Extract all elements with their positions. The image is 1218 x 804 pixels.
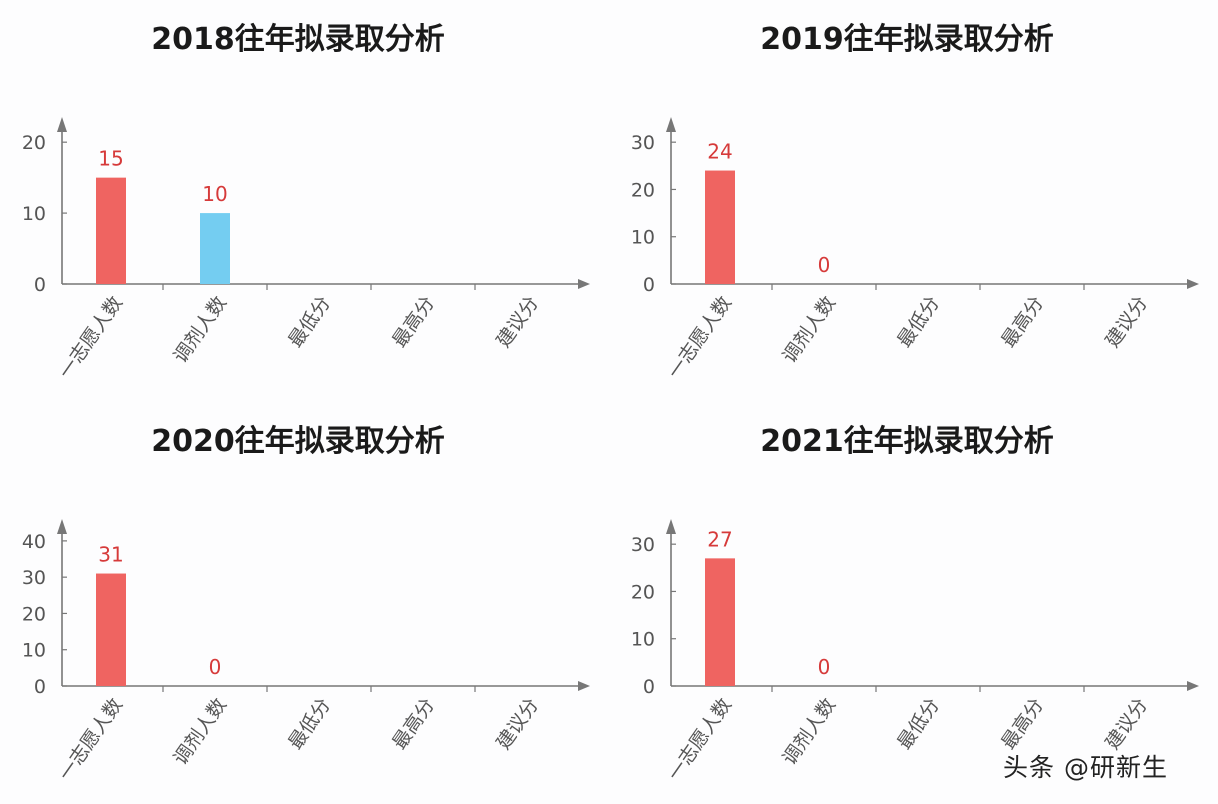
- x-category-label: 调剂人数: [169, 694, 231, 769]
- x-category-label: 最高分: [388, 292, 439, 351]
- x-category-label: 最低分: [284, 292, 335, 351]
- x-category-label: 最高分: [388, 694, 439, 753]
- y-tick-label: 10: [631, 629, 655, 651]
- chart-panel-2021: 2021往年拟录取分析 0 10 20 30 一志愿人数 27 调剂人数 0 最低分 最高分 建议分: [609, 402, 1218, 804]
- y-tick-label: 0: [643, 676, 655, 698]
- y-tick-label: 0: [34, 676, 46, 698]
- y-tick-label: 20: [631, 581, 655, 603]
- y-tick-label: 10: [22, 640, 46, 662]
- x-axis-arrow: [578, 279, 590, 289]
- y-axis-arrow: [666, 117, 676, 132]
- bar: [705, 558, 735, 686]
- y-axis-arrow: [57, 519, 67, 534]
- x-category-label: 最高分: [997, 694, 1048, 753]
- x-category-label: 建议分: [492, 694, 543, 753]
- x-category-label: 调剂人数: [778, 292, 840, 367]
- chart-title: 2021往年拟录取分析: [760, 424, 1054, 459]
- bar: [96, 573, 126, 686]
- y-tick-label: 30: [22, 567, 46, 589]
- data-label: 15: [98, 147, 123, 171]
- x-axis-arrow: [578, 681, 590, 691]
- x-category-label: 最低分: [893, 292, 944, 351]
- chart-title: 2019往年拟录取分析: [760, 22, 1054, 57]
- bar: [705, 170, 735, 284]
- chart-2018: 2018往年拟录取分析 0 10 20 一志愿人数 15 调剂人数 10 最低分 最高分 建议分: [22, 22, 590, 383]
- x-axis-arrow: [1187, 681, 1199, 691]
- x-category-label: 最高分: [997, 292, 1048, 351]
- x-category-label: 一志愿人数: [664, 292, 737, 382]
- y-tick-label: 0: [34, 274, 46, 296]
- watermark-text: 头条 @研新生: [1003, 753, 1168, 782]
- x-category-label: 一志愿人数: [55, 694, 128, 784]
- data-label: 24: [707, 140, 732, 164]
- chart-title: 2020往年拟录取分析: [151, 424, 445, 459]
- chart-2019: 2019往年拟录取分析 0 10 20 30 一志愿人数 24 调剂人数 0 最低分 最高分 建议分: [631, 22, 1199, 383]
- chart-panel-2018: 2018往年拟录取分析 0 10 20 一志愿人数 15 调剂人数 10 最低分 最高分 建议分: [0, 0, 609, 402]
- y-tick-label: 20: [22, 603, 46, 625]
- x-category-label: 调剂人数: [778, 694, 840, 769]
- data-label: 31: [98, 543, 123, 567]
- chart-panel-2020: 2020往年拟录取分析 0 10 20 30 40 一志愿人数 31 调剂人数 0 最低分 最高分 建议…: [0, 402, 609, 804]
- y-tick-label: 0: [643, 274, 655, 296]
- data-label: 0: [209, 655, 222, 679]
- y-tick-label: 10: [631, 227, 655, 249]
- x-category-label: 最低分: [893, 694, 944, 753]
- x-category-label: 最低分: [284, 694, 335, 753]
- y-tick-label: 10: [22, 203, 46, 225]
- y-axis-arrow: [666, 519, 676, 534]
- x-axis-arrow: [1187, 279, 1199, 289]
- chart-2021: 2021往年拟录取分析 0 10 20 30 一志愿人数 27 调剂人数 0 最低分 最高分 建议分: [631, 424, 1199, 785]
- data-label: 0: [818, 655, 831, 679]
- chart-panel-2019: 2019往年拟录取分析 0 10 20 30 一志愿人数 24 调剂人数 0 最低分 最高分 建议分: [609, 0, 1218, 402]
- y-tick-label: 20: [22, 132, 46, 154]
- x-category-label: 建议分: [1101, 694, 1152, 753]
- x-category-label: 建议分: [492, 292, 543, 351]
- bar: [96, 177, 126, 284]
- x-category-label: 调剂人数: [169, 292, 231, 367]
- y-axis-arrow: [57, 117, 67, 132]
- y-tick-label: 40: [22, 531, 46, 553]
- data-label: 10: [202, 182, 227, 206]
- x-category-label: 一志愿人数: [664, 694, 737, 784]
- x-category-label: 一志愿人数: [55, 292, 128, 382]
- chart-title: 2018往年拟录取分析: [151, 22, 445, 57]
- data-label: 27: [707, 527, 732, 551]
- y-tick-label: 20: [631, 179, 655, 201]
- chart-2020: 2020往年拟录取分析 0 10 20 30 40 一志愿人数 31 调剂人数 0 最低分 最高分 建议…: [22, 424, 590, 785]
- y-tick-label: 30: [631, 534, 655, 556]
- x-category-label: 建议分: [1101, 292, 1152, 351]
- bar: [200, 213, 230, 284]
- data-label: 0: [818, 253, 831, 277]
- y-tick-label: 30: [631, 132, 655, 154]
